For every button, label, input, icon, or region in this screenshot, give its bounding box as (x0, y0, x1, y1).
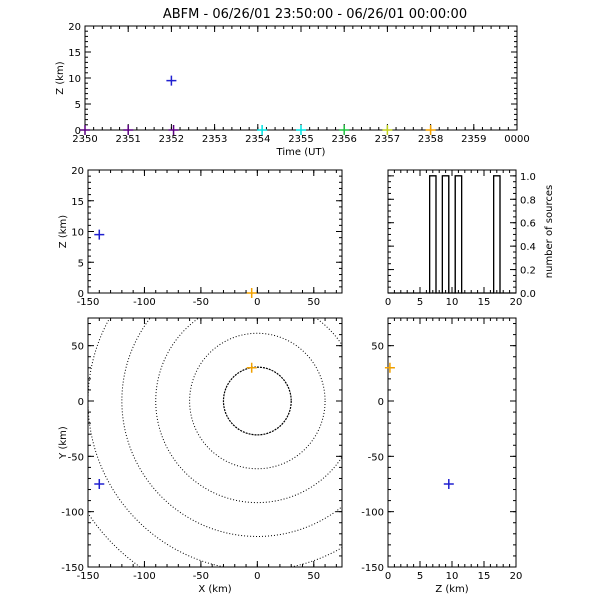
time-height-source-point (382, 125, 393, 135)
histogram-ytick-label: 0.2 (520, 266, 536, 277)
histogram-frame (387, 169, 517, 294)
range-rings (88, 318, 342, 567)
x-z-ylabel: Z (km) (58, 215, 69, 248)
time-height-source-point (425, 125, 436, 135)
plan-view-source-point (246, 362, 257, 373)
z-y-xtick-label: 20 (510, 571, 523, 582)
z-y-xlabel: Z (km) (435, 584, 468, 595)
z-y-source-point (443, 479, 454, 489)
z-y-ytick-label: 0 (378, 397, 384, 408)
z-y-source-point (384, 362, 395, 373)
time-height-ytick-label: 5 (75, 100, 81, 111)
z-y-ytick-label: -100 (361, 508, 384, 519)
plan-view-ytick-label: 50 (71, 342, 84, 353)
time-height-source-point (123, 125, 134, 135)
plan-view-ytick-label: -50 (68, 452, 84, 463)
histogram-ytick-label: 1.0 (520, 172, 536, 183)
plan-view-xtick-label: 0 (254, 571, 260, 582)
range-ring (88, 512, 142, 567)
time-height-source-point (339, 125, 350, 135)
x-z-xtick-label: 0 (254, 297, 260, 308)
z-y-xtick-label: 5 (417, 571, 423, 582)
histogram-xtick-label: 10 (446, 297, 459, 308)
plan-view-source-point (94, 479, 105, 489)
time-height-xtick-label: 2354 (245, 134, 270, 145)
time-height-source-point (296, 125, 306, 135)
time-height-xtick-label: 0000 (504, 134, 529, 145)
time-height-xtick-label: 2352 (159, 134, 184, 145)
histogram-ytick-label: 0.8 (520, 195, 536, 206)
x-z-ytick-label: 15 (71, 197, 84, 208)
range-ring (189, 332, 326, 470)
plan-view-ylabel: Y (km) (58, 426, 69, 460)
histogram-bar (441, 175, 450, 294)
range-ring (155, 318, 342, 504)
z-y-xtick-label: 10 (446, 571, 459, 582)
histogram-ylabel: number of sources (544, 185, 555, 278)
plan-view-xtick-label: -150 (77, 571, 100, 582)
plan-view-xtick-label: 50 (307, 571, 320, 582)
x-z-xtick-label: -150 (77, 297, 100, 308)
time-height-xlabel: Time (UT) (276, 147, 326, 158)
time-height-xtick-label: 2357 (375, 134, 400, 145)
time-height-ytick-label: 20 (68, 22, 81, 33)
x-z-xtick-label: -100 (133, 297, 156, 308)
z-y-xtick-label: 15 (478, 571, 491, 582)
x-z-xtick-label: -50 (193, 297, 209, 308)
plan-view-frame (87, 317, 343, 568)
x-z-ytick-label: 10 (71, 228, 84, 239)
histogram-ytick-label: 0.6 (520, 219, 536, 230)
time-height-ylabel: Z (km) (55, 61, 66, 94)
plan-view-xtick-label: -50 (193, 571, 209, 582)
histogram-ytick-label: 0.4 (520, 242, 536, 253)
time-height-frame (84, 25, 518, 131)
histogram-xtick-label: 0 (385, 297, 391, 308)
z-y-xtick-label: 0 (385, 571, 391, 582)
time-height-xtick-label: 2351 (115, 134, 140, 145)
x-z-frame (87, 169, 343, 294)
time-height-xtick-label: 2355 (288, 134, 313, 145)
plan-view-ytick-label: -100 (61, 508, 84, 519)
time-height-xtick-label: 2359 (461, 134, 486, 145)
histogram-xtick-label: 15 (478, 297, 491, 308)
time-height-ytick-label: 0 (75, 126, 81, 137)
time-height-xtick-label: 2356 (331, 134, 356, 145)
x-z-source-point (246, 288, 257, 298)
histogram-bar (493, 175, 501, 294)
histogram-xtick-label: 20 (510, 297, 523, 308)
z-y-frame (387, 317, 517, 568)
time-height-ytick-label: 10 (68, 74, 81, 85)
plan-view-ytick-label: 0 (78, 397, 84, 408)
x-z-xtick-label: 50 (307, 297, 320, 308)
time-height-source-point (166, 75, 177, 86)
time-height-xtick-label: 2358 (418, 134, 443, 145)
time-height-ytick-label: 15 (68, 48, 81, 59)
z-y-ytick-label: -50 (368, 452, 384, 463)
histogram-ytick-label: 0.0 (520, 289, 536, 300)
x-z-ytick-label: 5 (78, 258, 84, 269)
time-height-xtick-label: 2350 (72, 134, 97, 145)
z-y-ytick-label: 50 (371, 342, 384, 353)
histogram-xtick-label: 5 (417, 297, 423, 308)
plan-view-xlabel: X (km) (198, 584, 231, 595)
histogram-outline (388, 175, 516, 294)
x-z-ytick-label: 20 (71, 166, 84, 177)
time-height-source-point (80, 125, 90, 135)
time-height-source-point (168, 125, 179, 135)
plan-view-xtick-label: -100 (133, 571, 156, 582)
plan-view-ytick-label: -150 (61, 563, 84, 574)
histogram-bar (429, 175, 437, 294)
histogram-bar (454, 175, 463, 294)
figure-title: ABFM - 06/26/01 23:50:00 - 06/26/01 00:0… (163, 7, 467, 22)
x-z-source-point (94, 229, 105, 240)
x-z-ytick-label: 0 (78, 289, 84, 300)
time-height-source-point (257, 125, 268, 135)
range-ring (222, 366, 292, 436)
z-y-ytick-label: -150 (361, 563, 384, 574)
range-ring (88, 318, 342, 567)
time-height-xtick-label: 2353 (202, 134, 227, 145)
